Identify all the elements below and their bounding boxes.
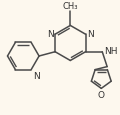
Text: N: N [33,71,39,80]
Text: CH₃: CH₃ [63,2,78,10]
Text: N: N [47,29,54,38]
Text: NH: NH [104,47,117,56]
Text: N: N [87,29,94,38]
Text: O: O [98,90,105,99]
